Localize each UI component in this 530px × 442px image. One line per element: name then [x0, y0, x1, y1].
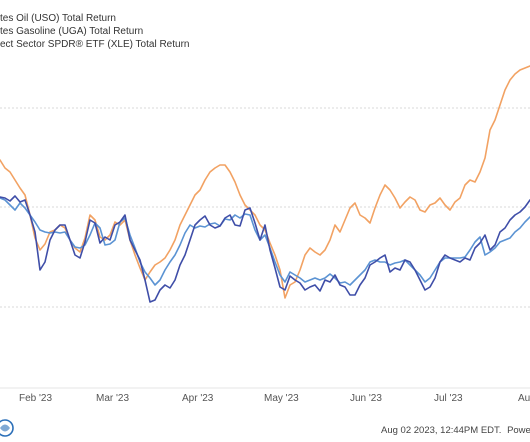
series-line-uso [0, 195, 530, 303]
x-tick-label-jun: Jun '23 [350, 393, 382, 404]
footer: Aug 02 2023, 12:44PM EDT. Powered by [0, 419, 530, 437]
x-tick-label-mar: Mar '23 [96, 393, 129, 404]
x-axis-ticks: Feb '23 Mar '23 Apr '23 May '23 Jun '23 … [19, 393, 530, 404]
legend-label-uga: tes Gasoline (UGA) Total Return [0, 26, 143, 37]
footer-timestamp-text: Aug 02 2023, 12:44PM EDT. [381, 425, 501, 436]
logo-mark [0, 424, 10, 432]
gridlines [0, 107, 530, 389]
legend-label-xle: ect Sector SPDR® ETF (XLE) Total Return [0, 39, 189, 50]
footer-timestamp: Aug 02 2023, 12:44PM EDT. Powered by [381, 425, 530, 436]
x-tick-label-may: May '23 [264, 393, 299, 404]
x-tick-label-feb: Feb '23 [19, 393, 52, 404]
legend: tes Oil (USO) Total Return tes Gasoline … [0, 13, 189, 50]
footer-powered-by: Powered by [507, 425, 530, 436]
x-tick-label-apr: Apr '23 [182, 393, 214, 404]
x-tick-label-aug: Aug [518, 393, 530, 404]
x-tick-label-jul: Jul '23 [434, 393, 463, 404]
series-layer [0, 65, 530, 303]
logo-ring [0, 419, 14, 437]
legend-label-uso: tes Oil (USO) Total Return [0, 13, 116, 24]
ycharts-logo-icon [0, 419, 14, 437]
series-line-uga [0, 65, 530, 299]
